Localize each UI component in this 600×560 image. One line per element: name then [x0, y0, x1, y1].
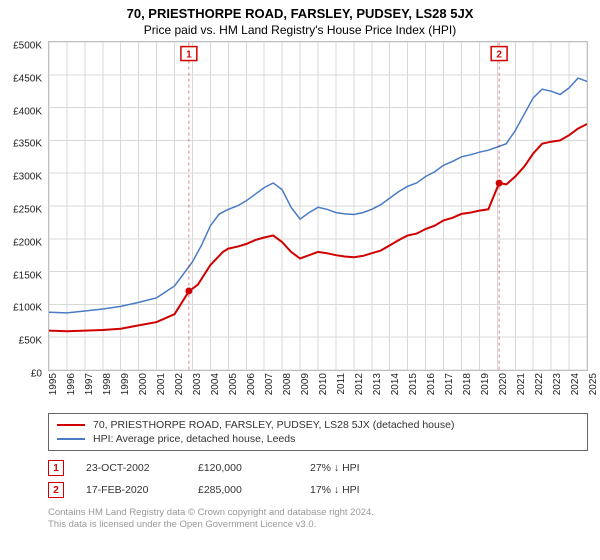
marker-number: 2: [48, 482, 64, 498]
marker-number: 1: [48, 460, 64, 476]
y-axis-labels: £0£50K£100K£150K£200K£250K£300K£350K£400…: [0, 46, 44, 376]
marker-date: 23-OCT-2002: [86, 462, 176, 474]
x-tick-label: 2006: [246, 373, 257, 395]
x-axis-labels: 1995 1996 1997 1998 1999 2000 2001 2002 2003 2004…: [48, 371, 588, 407]
y-tick-label: £200K: [13, 237, 42, 248]
y-tick-label: £400K: [13, 106, 42, 117]
x-tick-label: 2025: [588, 373, 599, 395]
attribution-line2: This data is licensed under the Open Gov…: [48, 519, 588, 531]
marker-pct: 17% ↓ HPI: [310, 484, 400, 496]
legend-item: 70, PRIESTHORPE ROAD, FARSLEY, PUDSEY, L…: [57, 418, 579, 432]
y-tick-label: £0: [31, 369, 42, 380]
x-tick-label: 2007: [264, 373, 275, 395]
x-tick-label: 2009: [300, 373, 311, 395]
attribution: Contains HM Land Registry data © Crown c…: [48, 507, 588, 532]
chart-title: 70, PRIESTHORPE ROAD, FARSLEY, PUDSEY, L…: [0, 0, 600, 21]
x-tick-label: 2014: [390, 373, 401, 395]
y-tick-label: £150K: [13, 270, 42, 281]
y-tick-label: £50K: [19, 336, 42, 347]
x-tick-label: 1996: [66, 373, 77, 395]
x-tick-label: 2011: [336, 373, 347, 395]
y-tick-label: £350K: [13, 139, 42, 150]
x-tick-label: 2005: [228, 373, 239, 395]
y-tick-label: £300K: [13, 172, 42, 183]
x-tick-label: 2021: [516, 373, 527, 395]
x-tick-label: 1999: [120, 373, 131, 395]
x-tick-label: 2010: [318, 373, 329, 395]
y-tick-label: £250K: [13, 205, 42, 216]
x-tick-label: 2015: [408, 373, 419, 395]
x-tick-label: 1997: [84, 373, 95, 395]
x-tick-label: 1995: [48, 373, 59, 395]
legend: 70, PRIESTHORPE ROAD, FARSLEY, PUDSEY, L…: [48, 413, 588, 451]
chart-subtitle: Price paid vs. HM Land Registry's House …: [0, 21, 600, 41]
marker-row: 1 23-OCT-2002 £120,000 27% ↓ HPI: [48, 457, 588, 479]
marker-pct: 27% ↓ HPI: [310, 462, 400, 474]
x-tick-label: 2018: [462, 373, 473, 395]
legend-swatch: [57, 424, 85, 426]
y-tick-label: £450K: [13, 73, 42, 84]
x-tick-label: 2003: [192, 373, 203, 395]
legend-label: 70, PRIESTHORPE ROAD, FARSLEY, PUDSEY, L…: [93, 419, 454, 431]
chart-plot-area: 12: [48, 41, 588, 371]
x-tick-label: 2023: [552, 373, 563, 395]
attribution-line1: Contains HM Land Registry data © Crown c…: [48, 507, 588, 519]
x-tick-label: 2013: [372, 373, 383, 395]
x-tick-label: 2016: [426, 373, 437, 395]
x-tick-label: 1998: [102, 373, 113, 395]
x-tick-label: 2020: [498, 373, 509, 395]
x-tick-label: 2002: [174, 373, 185, 395]
x-tick-label: 2019: [480, 373, 491, 395]
marker-row: 2 17-FEB-2020 £285,000 17% ↓ HPI: [48, 479, 588, 501]
x-tick-label: 2001: [156, 373, 167, 395]
y-tick-label: £100K: [13, 303, 42, 314]
x-tick-label: 2000: [138, 373, 149, 395]
x-tick-label: 2008: [282, 373, 293, 395]
x-tick-label: 2024: [570, 373, 581, 395]
marker-date: 17-FEB-2020: [86, 484, 176, 496]
legend-label: HPI: Average price, detached house, Leed…: [93, 433, 295, 445]
x-tick-label: 2022: [534, 373, 545, 395]
legend-item: HPI: Average price, detached house, Leed…: [57, 432, 579, 446]
y-tick-label: £500K: [13, 41, 42, 52]
marker-price: £120,000: [198, 462, 288, 474]
x-tick-label: 2012: [354, 373, 365, 395]
marker-price: £285,000: [198, 484, 288, 496]
legend-swatch: [57, 438, 85, 440]
x-tick-label: 2004: [210, 373, 221, 395]
x-tick-label: 2017: [444, 373, 455, 395]
sale-markers-table: 1 23-OCT-2002 £120,000 27% ↓ HPI 2 17-FEB-202…: [48, 457, 588, 501]
